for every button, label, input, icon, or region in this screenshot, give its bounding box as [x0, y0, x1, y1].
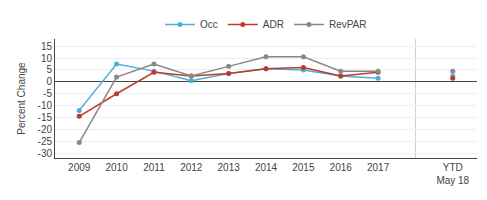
svg-text:2010: 2010	[105, 162, 128, 173]
svg-text:2009: 2009	[68, 162, 91, 173]
svg-text:-10: -10	[38, 100, 53, 111]
svg-text:2013: 2013	[218, 162, 241, 173]
svg-text:0: 0	[46, 76, 52, 87]
svg-text:-15: -15	[38, 112, 53, 123]
svg-text:-30: -30	[38, 148, 53, 159]
svg-text:2011: 2011	[143, 162, 165, 173]
svg-text:5: 5	[46, 64, 52, 75]
svg-text:15: 15	[41, 41, 53, 52]
svg-text:-20: -20	[38, 124, 53, 135]
svg-text:ADR: ADR	[263, 19, 284, 30]
svg-text:Percent Change: Percent Change	[16, 62, 27, 135]
svg-text:RevPAR: RevPAR	[329, 19, 367, 30]
svg-text:Occ: Occ	[200, 19, 218, 30]
svg-text:2016: 2016	[330, 162, 353, 173]
svg-text:-5: -5	[43, 88, 52, 99]
svg-text:10: 10	[41, 53, 53, 64]
svg-text:-25: -25	[38, 136, 53, 147]
svg-text:2015: 2015	[292, 162, 315, 173]
svg-text:YTDMay 18: YTDMay 18	[436, 162, 469, 186]
svg-text:2014: 2014	[255, 162, 278, 173]
svg-text:2017: 2017	[367, 162, 390, 173]
svg-text:2012: 2012	[180, 162, 203, 173]
